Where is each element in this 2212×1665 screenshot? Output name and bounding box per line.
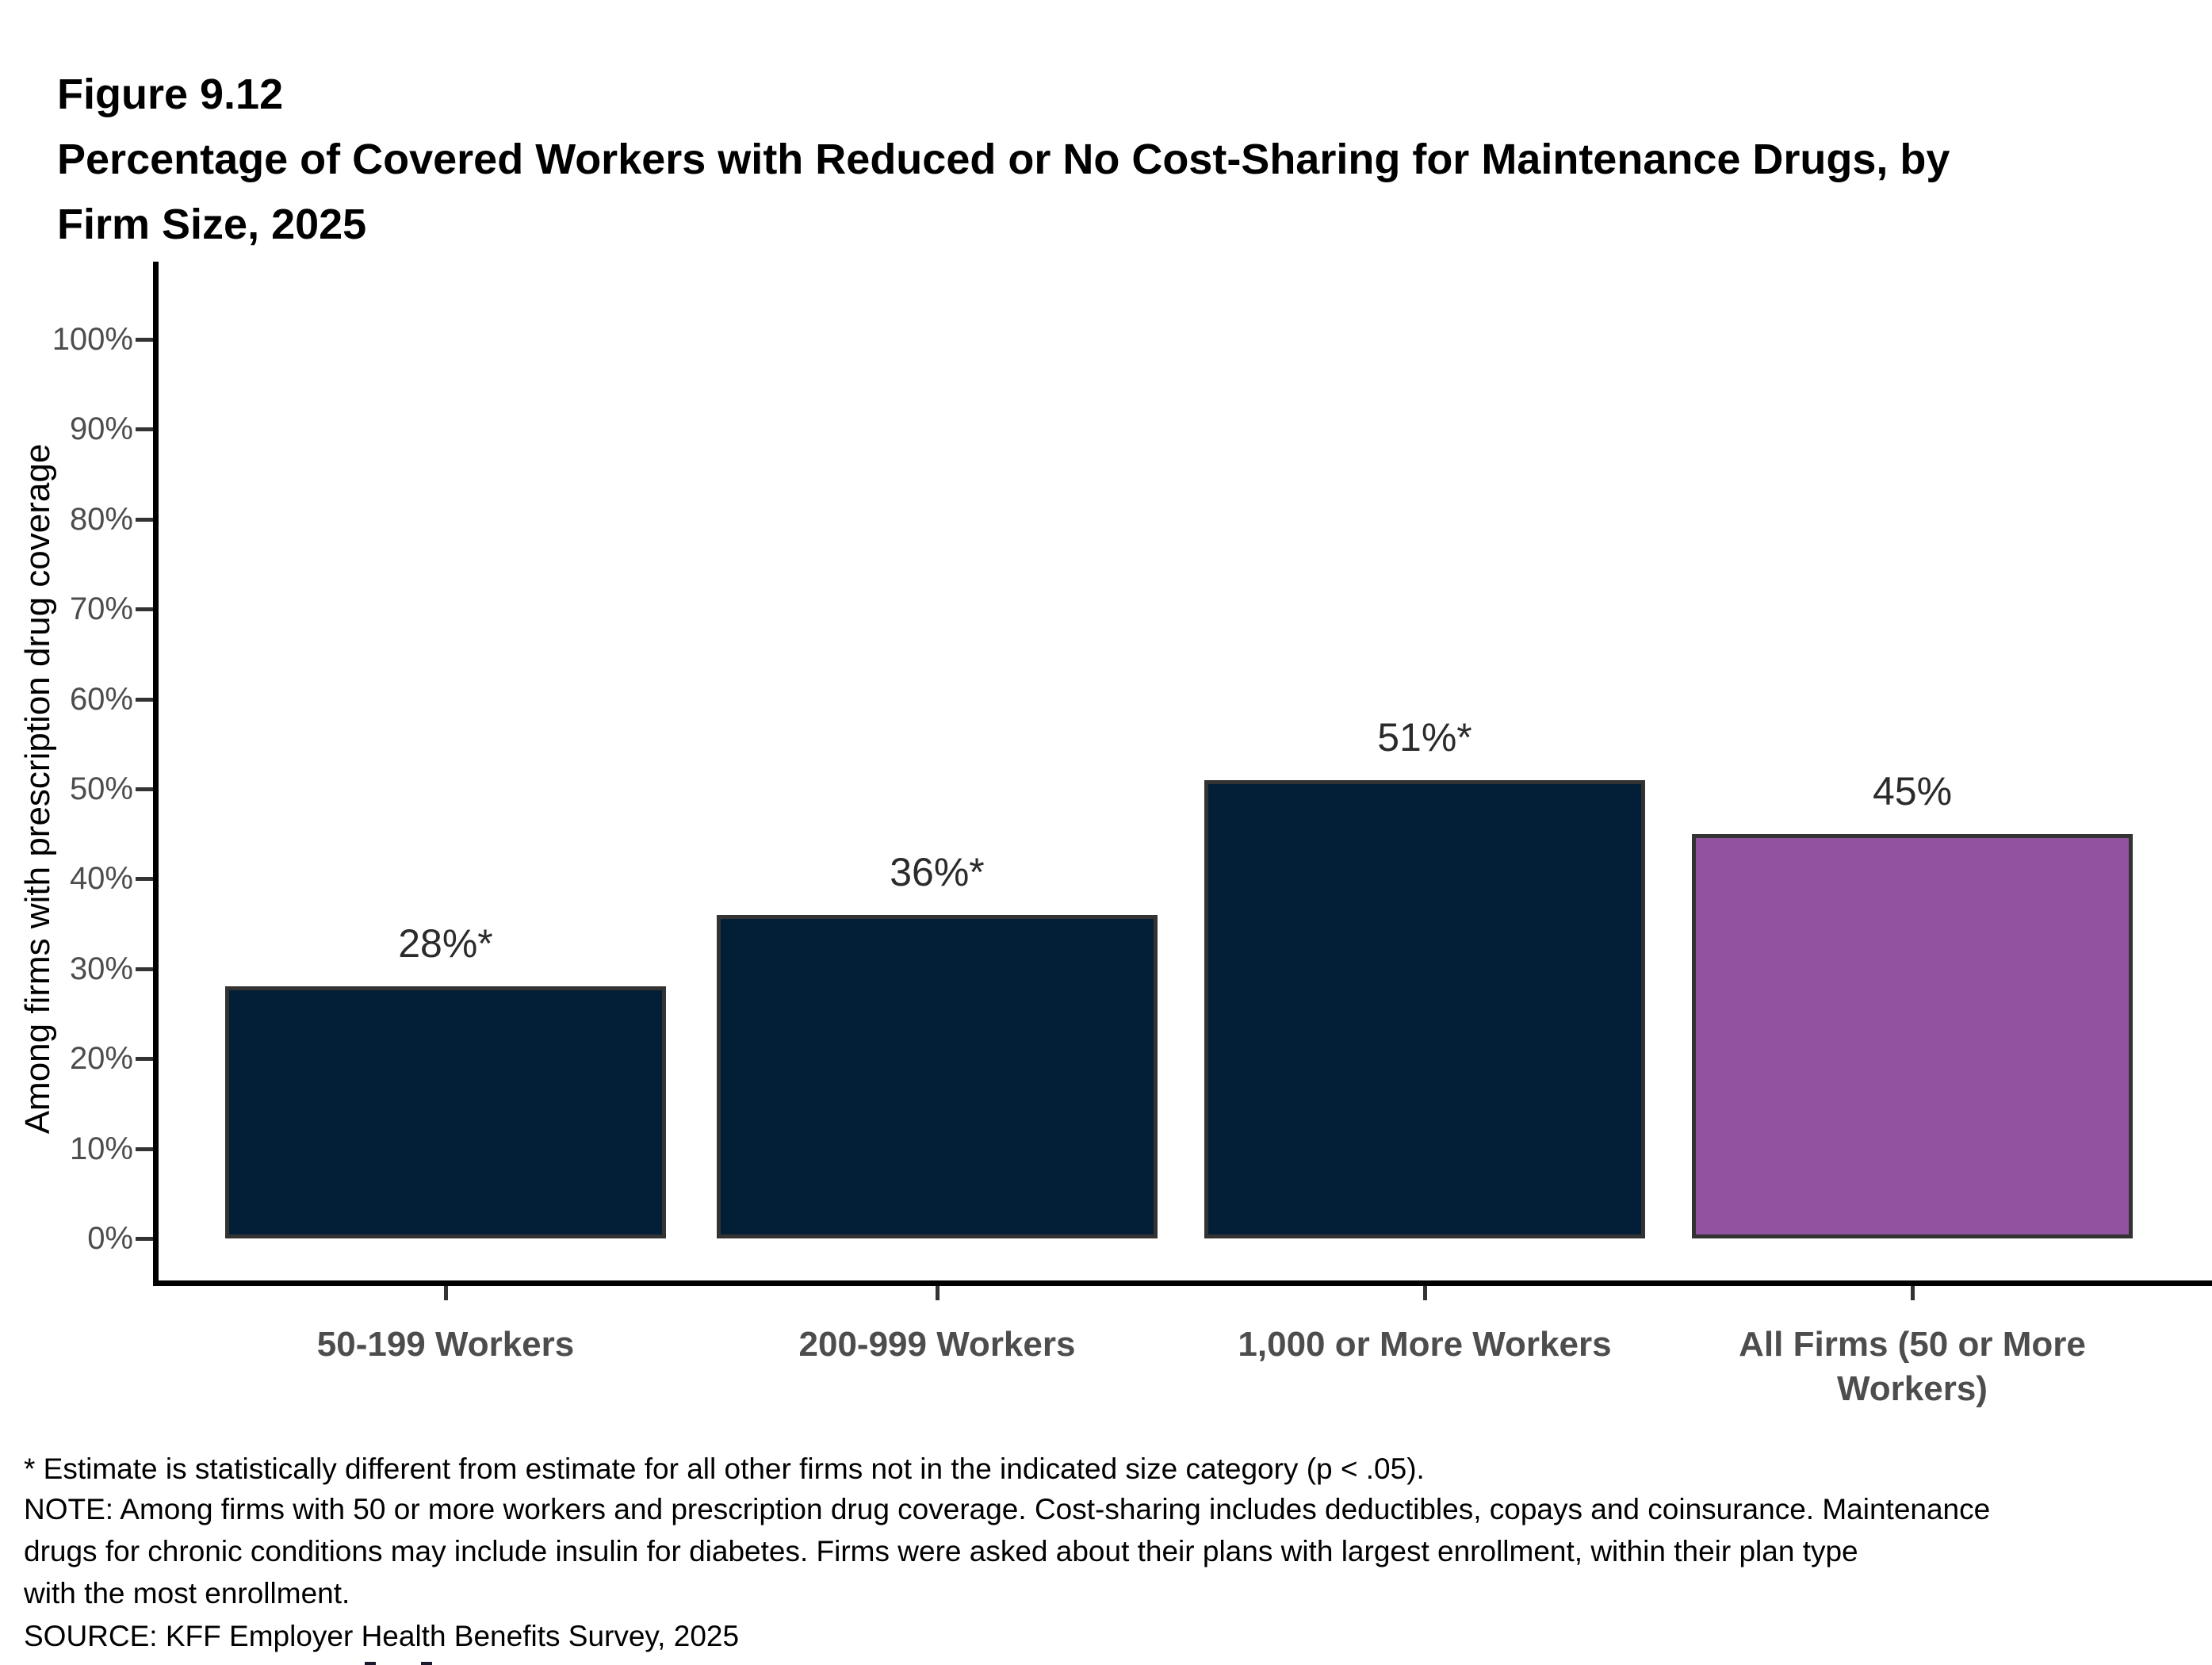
footnote-significance: * Estimate is statistically different fr… bbox=[24, 1453, 1425, 1485]
y-axis-tick bbox=[136, 517, 153, 522]
bar-value-label: 28%* bbox=[398, 921, 493, 966]
figure-number: Figure 9.12 bbox=[57, 71, 284, 118]
footnote-note-line-2: drugs for chronic conditions may include… bbox=[24, 1535, 1858, 1567]
bar-value-label: 45% bbox=[1872, 768, 1953, 813]
x-axis-tick bbox=[936, 1286, 940, 1300]
y-axis-tick bbox=[136, 338, 153, 342]
figure-title: Figure 9.12 Percentage of Covered Worker… bbox=[57, 62, 2166, 257]
y-axis-tick bbox=[136, 787, 153, 791]
cropped-text-artifact bbox=[365, 1662, 376, 1665]
x-axis-line bbox=[153, 1280, 2212, 1286]
bar-value-label: 36%* bbox=[890, 849, 985, 894]
x-axis-category-label: 1,000 or More Workers bbox=[1238, 1325, 1612, 1364]
bar bbox=[1692, 833, 2133, 1238]
x-axis-tick bbox=[1423, 1286, 1427, 1300]
footnote-source: SOURCE: KFF Employer Health Benefits Sur… bbox=[24, 1620, 740, 1652]
bar bbox=[225, 986, 666, 1238]
y-axis-tick bbox=[136, 877, 153, 882]
y-axis-tick bbox=[136, 966, 153, 971]
x-axis-category-label: 50-199 Workers bbox=[316, 1325, 575, 1364]
y-axis-tick-label: 10% bbox=[69, 1131, 133, 1166]
x-axis-category-label: All Firms (50 or More Workers) bbox=[1739, 1325, 2086, 1408]
y-axis-tick bbox=[136, 1237, 153, 1241]
y-axis-tick-label: 100% bbox=[52, 322, 133, 357]
footnote-note-line-3: with the most enrollment. bbox=[24, 1577, 350, 1610]
figure-title-line-1: Percentage of Covered Workers with Reduc… bbox=[57, 136, 1950, 183]
y-axis-tick-label: 90% bbox=[69, 411, 133, 447]
bar bbox=[1204, 779, 1645, 1238]
x-axis-tick bbox=[444, 1286, 448, 1300]
y-axis-tick-label: 20% bbox=[69, 1041, 133, 1077]
bar bbox=[717, 914, 1158, 1238]
y-axis-tick-label: 30% bbox=[69, 951, 133, 986]
y-axis-tick-label: 40% bbox=[69, 861, 133, 897]
y-axis-tick-label: 80% bbox=[69, 501, 133, 537]
y-axis-line bbox=[153, 262, 159, 1286]
y-axis-tick bbox=[136, 1057, 153, 1062]
figure-title-line-2: Firm Size, 2025 bbox=[57, 201, 367, 248]
y-axis-tick bbox=[136, 1146, 153, 1151]
y-axis-tick bbox=[136, 427, 153, 432]
y-axis-tick-label: 50% bbox=[69, 771, 133, 806]
x-axis-category-label: 200-999 Workers bbox=[798, 1325, 1076, 1364]
bar-value-label: 51%* bbox=[1377, 714, 1472, 760]
footnote-note-line-1: NOTE: Among firms with 50 or more worker… bbox=[24, 1493, 1991, 1525]
x-axis-tick bbox=[1911, 1286, 1915, 1300]
y-axis-tick-label: 70% bbox=[69, 591, 133, 627]
y-axis-tick-label: 60% bbox=[69, 681, 133, 717]
y-axis-tick-label: 0% bbox=[87, 1221, 133, 1256]
cropped-text-artifact bbox=[421, 1662, 432, 1665]
y-axis-tick bbox=[136, 607, 153, 612]
y-axis-tick bbox=[136, 697, 153, 702]
